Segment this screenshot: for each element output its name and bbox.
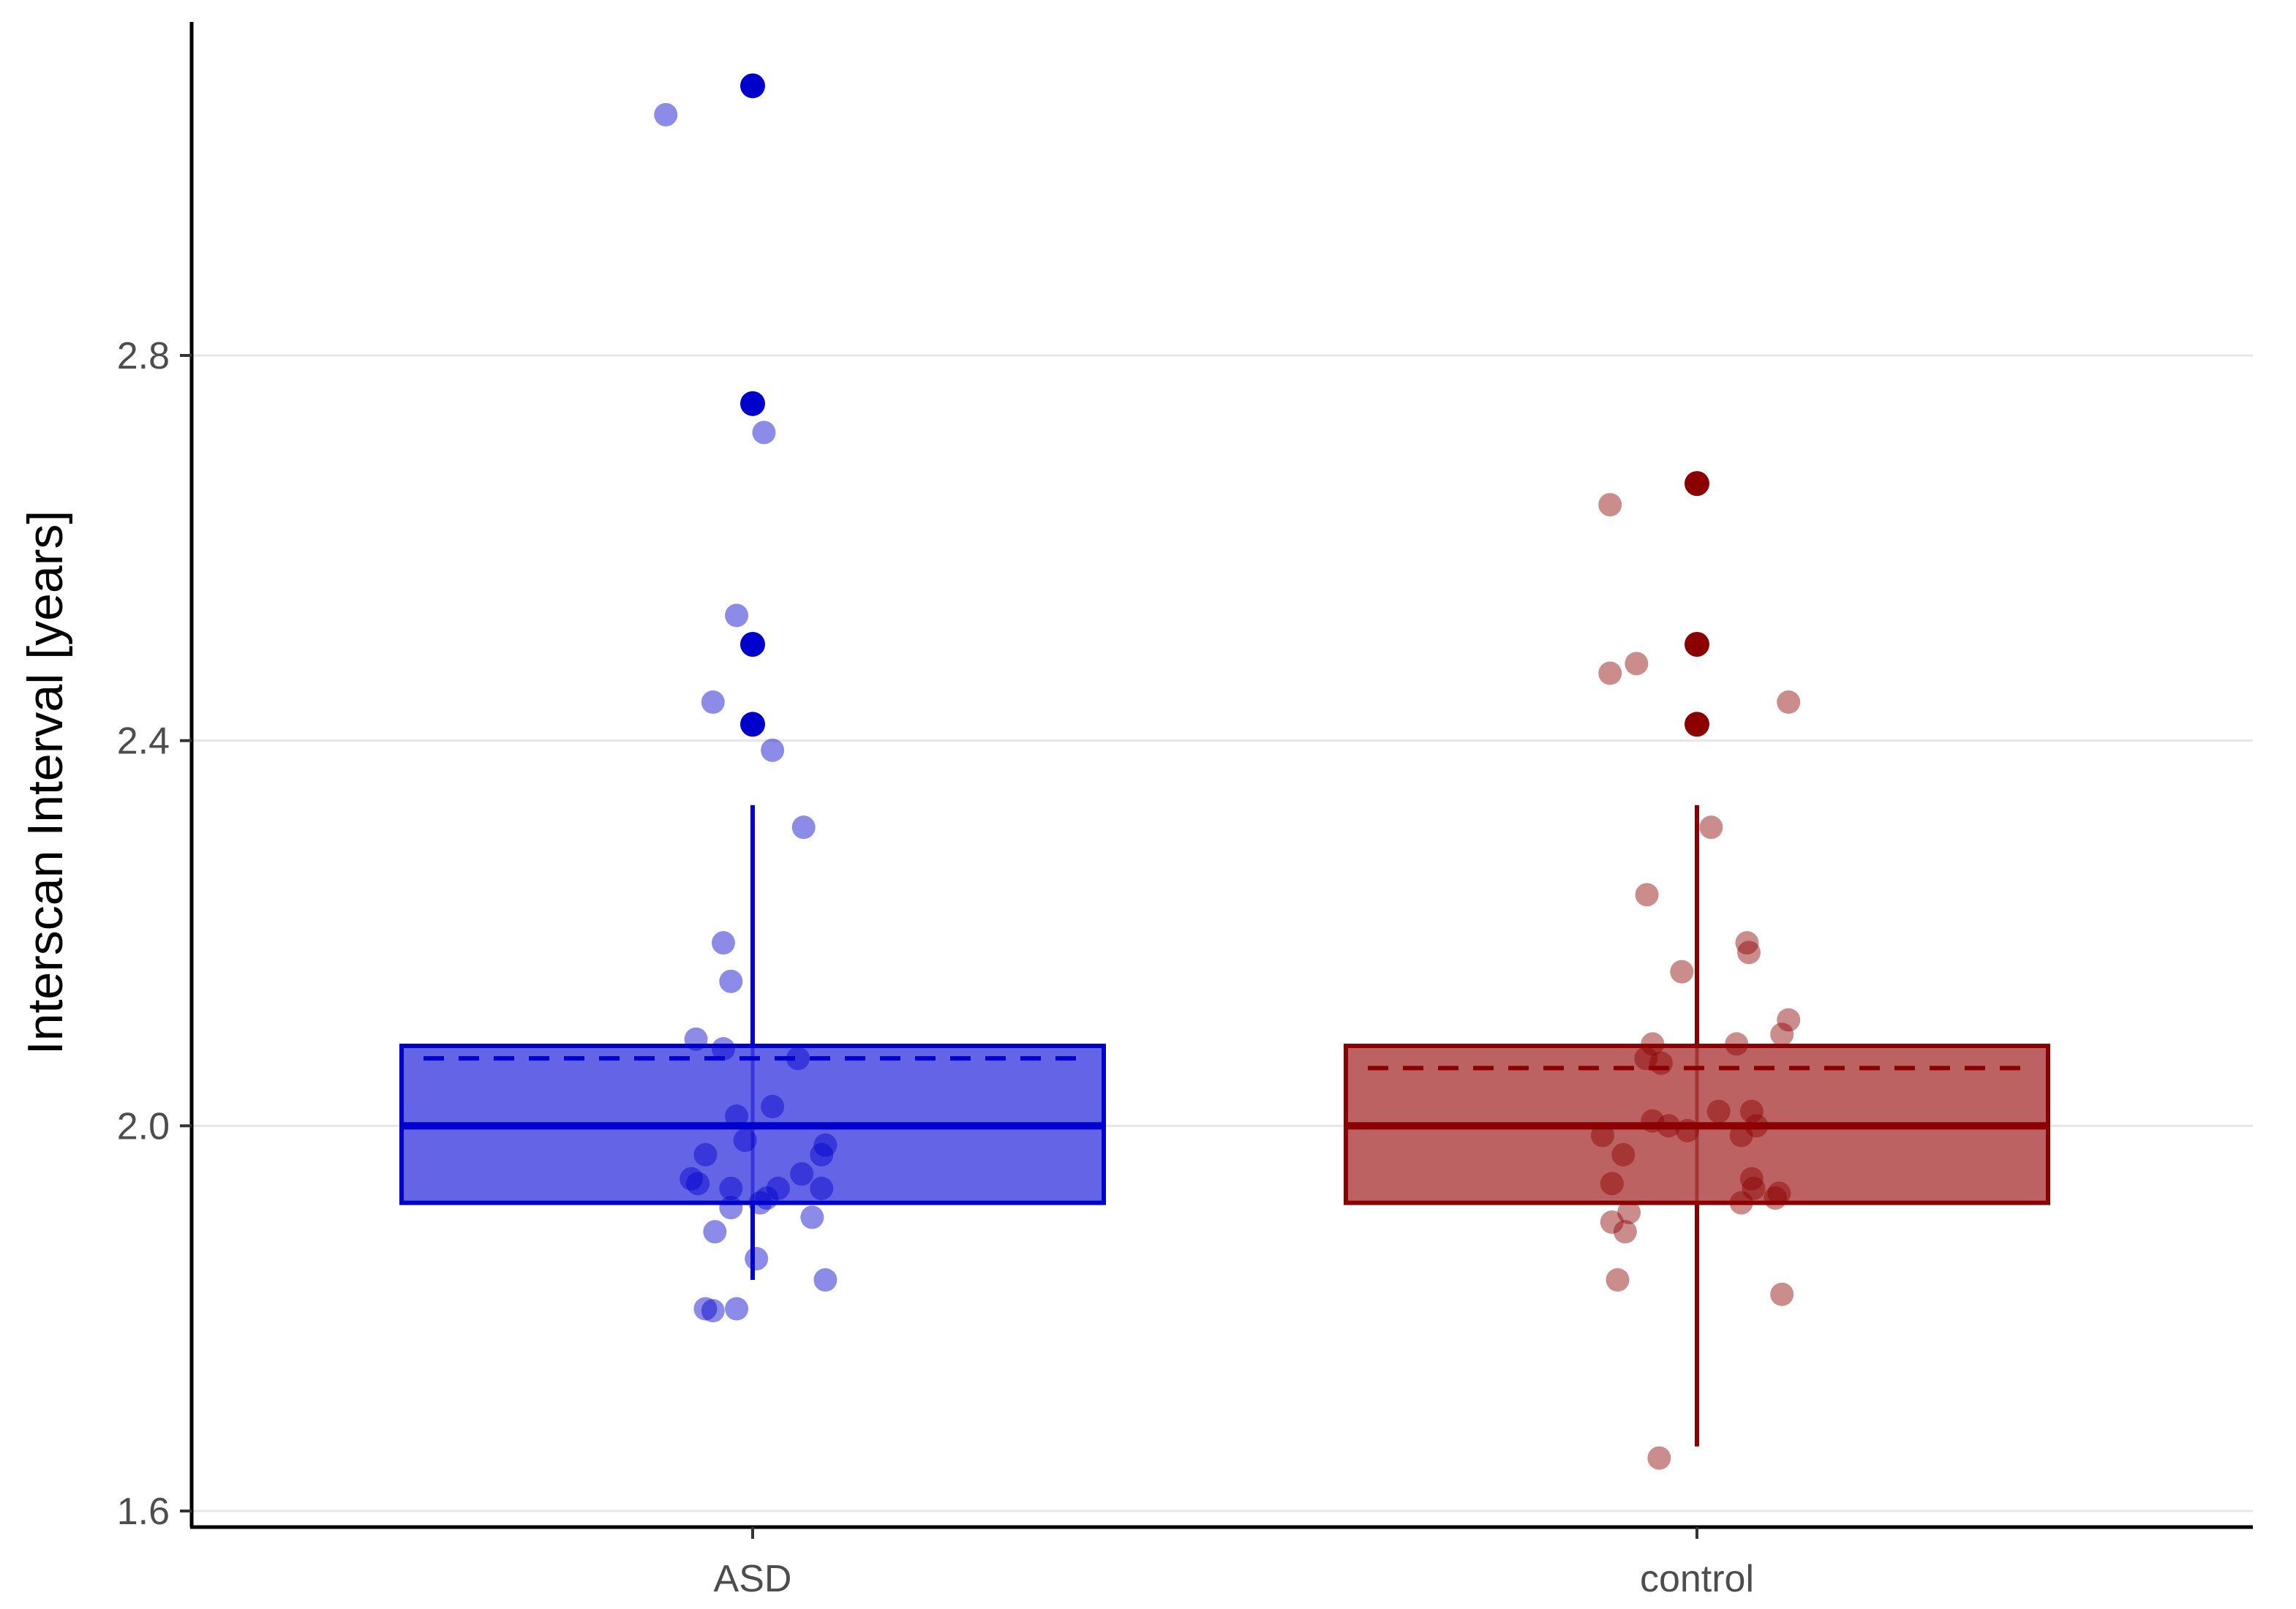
jitter-point	[684, 1027, 708, 1051]
jitter-point	[719, 969, 743, 993]
box-group-ASD	[399, 804, 1106, 1280]
jitter-point	[1770, 1282, 1794, 1306]
jitter-point	[1777, 690, 1801, 714]
jitter-point	[1598, 661, 1622, 685]
jitter-point	[791, 815, 816, 840]
jitter-point	[1611, 1142, 1636, 1167]
jitter-point	[813, 1133, 838, 1157]
outlier-point	[1685, 632, 1709, 657]
jitter-point	[766, 1176, 790, 1200]
axes	[189, 22, 2253, 1529]
jitter-point	[1635, 883, 1659, 907]
jitter-point	[725, 603, 749, 628]
jitter-point	[1739, 1099, 1764, 1123]
jitter-point	[1657, 1114, 1681, 1138]
jitter-point	[711, 1037, 735, 1060]
jitter-point	[1634, 1047, 1658, 1071]
jitter-point	[1699, 815, 1723, 840]
y-tick-label: 2.0	[117, 1105, 170, 1148]
y-tick-label: 1.6	[117, 1491, 170, 1533]
jitter-point	[761, 738, 785, 762]
outlier-point	[1685, 471, 1709, 497]
y-axis-title: Interscan Interval [years]	[18, 510, 73, 1055]
jitter-point	[1729, 1191, 1753, 1215]
jitter-point	[1767, 1181, 1791, 1205]
jitter-point	[786, 1047, 810, 1071]
box-layer	[399, 804, 2050, 1447]
jitter-point	[701, 1299, 725, 1323]
jitter-point	[693, 1297, 718, 1321]
jitter-point	[810, 1176, 834, 1200]
jitter-point	[1598, 493, 1622, 517]
jitter-point	[1725, 1032, 1749, 1056]
tick-layer: 1.6 2.0 2.4 2.8 ASD control	[117, 335, 1754, 1600]
jitter-point	[693, 1142, 718, 1167]
jitter-point	[1739, 1167, 1764, 1191]
jitter-point	[725, 1104, 749, 1128]
jitter-point	[680, 1167, 704, 1191]
jitter-point	[813, 1268, 838, 1292]
jitter-point	[1641, 1032, 1665, 1056]
jitter-point	[703, 1220, 727, 1244]
jitter-point	[1625, 652, 1649, 676]
outlier-point	[740, 712, 765, 737]
jitter-point	[810, 1142, 834, 1167]
jitter-point	[1613, 1220, 1637, 1244]
jitter-point	[790, 1162, 814, 1186]
jitter-point	[1744, 1114, 1769, 1138]
jitter-point	[1617, 1200, 1641, 1224]
jitter-point	[1606, 1268, 1630, 1292]
jitter-point	[1706, 1099, 1731, 1123]
jitter-point	[1770, 1022, 1794, 1047]
jitter-point	[1647, 1446, 1671, 1470]
jitter-point	[1777, 1008, 1801, 1032]
outlier-point	[740, 632, 765, 657]
jitter-point	[654, 102, 678, 127]
outlier-point	[740, 73, 765, 99]
jitter-point-layer	[654, 73, 1801, 1470]
jitter-point	[1590, 1123, 1614, 1148]
box-group-control	[1344, 804, 2050, 1447]
jitter-point	[725, 1297, 749, 1321]
jitter-point	[733, 1128, 757, 1153]
jitter-point	[686, 1172, 710, 1196]
outlier-point	[740, 391, 765, 416]
outlier-point	[1685, 712, 1709, 737]
jitter-point	[752, 421, 776, 445]
jitter-point	[755, 1186, 779, 1210]
jitter-point	[1676, 1118, 1700, 1142]
jitter-point	[1649, 1051, 1673, 1075]
jitter-point	[711, 931, 735, 955]
y-tick-label: 2.8	[117, 335, 170, 377]
jitter-point	[748, 1191, 772, 1215]
x-tick-label: control	[1640, 1558, 1754, 1600]
y-tick-label: 2.4	[117, 720, 170, 763]
x-tick-label: ASD	[714, 1558, 792, 1600]
jitter-point	[1600, 1172, 1624, 1196]
jitter-point	[719, 1196, 743, 1220]
jitter-point	[1735, 931, 1759, 955]
jitter-point	[1641, 1109, 1665, 1133]
jitter-point	[745, 1247, 769, 1271]
jitter-point	[1764, 1186, 1788, 1210]
jitter-point	[800, 1205, 824, 1229]
jitter-point	[719, 1176, 743, 1200]
jitter-point	[1600, 1210, 1624, 1234]
jitter-point	[701, 690, 725, 714]
jitter-point	[1670, 960, 1694, 984]
jitter-point	[1742, 1176, 1766, 1200]
jitter-point	[1729, 1123, 1753, 1148]
jitter-point	[1737, 941, 1761, 965]
jitter-point	[761, 1095, 785, 1118]
